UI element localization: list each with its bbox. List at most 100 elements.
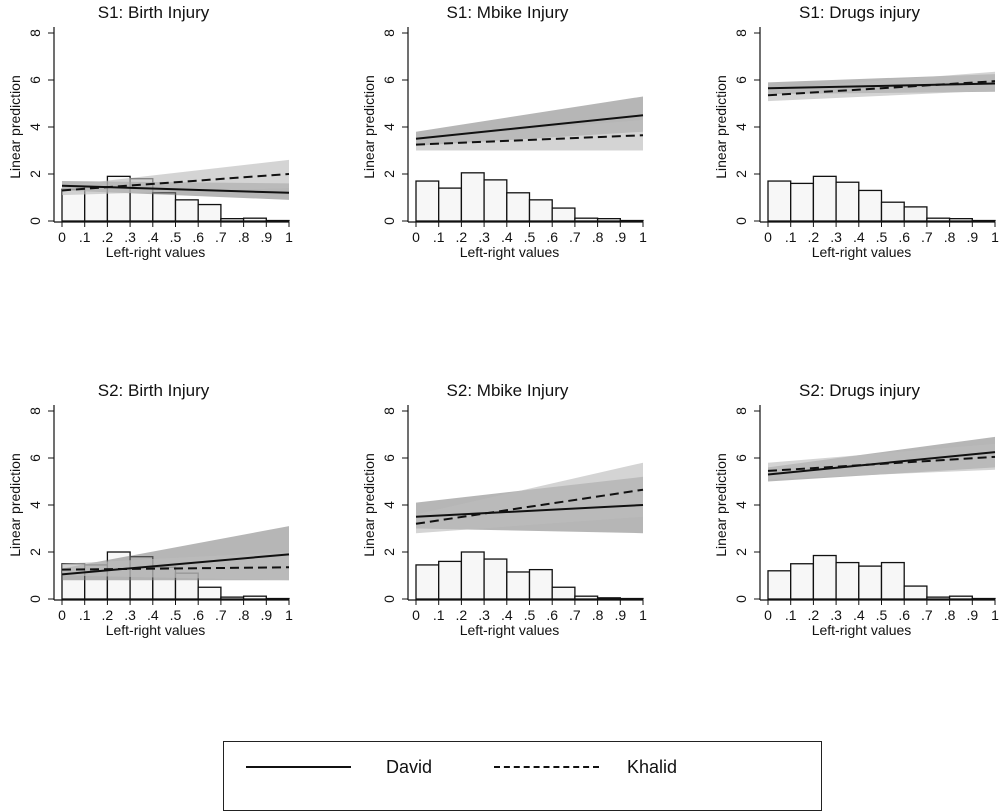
y-tick-label: 2 [733, 170, 749, 178]
x-tick-label: .5 [524, 229, 536, 245]
x-tick-label: 1 [639, 607, 647, 623]
y-tick-label: 8 [381, 29, 397, 37]
y-tick-label: 4 [733, 501, 749, 509]
x-tick-label: .2 [102, 229, 114, 245]
y-tick-label: 0 [381, 595, 397, 603]
y-tick-label: 4 [27, 501, 43, 509]
histogram-bar [244, 596, 267, 599]
y-axis-title: Linear prediction [713, 453, 729, 557]
histogram-bar [484, 180, 507, 221]
histogram-bar [813, 556, 836, 599]
chart-title: S2: Birth Injury [98, 381, 210, 400]
x-tick-label: .6 [192, 229, 204, 245]
x-tick-label: 1 [991, 229, 999, 245]
x-axis-title: Left-right values [460, 622, 560, 638]
x-tick-label: .8 [592, 229, 604, 245]
x-tick-label: .5 [876, 607, 888, 623]
confidence-band-khalid [768, 444, 995, 479]
x-tick-label: .8 [944, 607, 956, 623]
x-tick-label: .1 [785, 229, 797, 245]
x-tick-label: .4 [853, 607, 865, 623]
x-tick-label: .1 [79, 229, 91, 245]
y-tick-label: 8 [27, 29, 43, 37]
x-tick-label: .2 [456, 607, 468, 623]
x-tick-label: .7 [215, 607, 227, 623]
y-tick-label: 8 [27, 407, 43, 415]
x-tick-label: .9 [260, 607, 272, 623]
histogram-bar [859, 190, 882, 221]
chart-title: S2: Drugs injury [799, 381, 920, 400]
histogram-bar [439, 561, 462, 599]
x-axis-title: Left-right values [106, 244, 206, 260]
x-tick-label: .8 [238, 607, 250, 623]
y-axis-title: Linear prediction [361, 453, 377, 557]
x-tick-label: 0 [412, 229, 420, 245]
x-tick-label: .4 [147, 607, 159, 623]
x-tick-label: .8 [944, 229, 956, 245]
y-tick-label: 8 [733, 407, 749, 415]
histogram-bar [950, 596, 973, 599]
x-tick-label: .7 [569, 229, 581, 245]
histogram-bar [575, 218, 598, 221]
x-tick-label: .9 [966, 607, 978, 623]
x-axis-title: Left-right values [812, 622, 912, 638]
legend-entry-khalid: Khalid [494, 752, 694, 782]
histogram-bar [198, 587, 221, 599]
histogram-bar [221, 597, 244, 599]
x-tick-label: .9 [260, 229, 272, 245]
histogram-bar [461, 173, 484, 221]
histogram-bar [904, 207, 927, 221]
x-tick-label: .4 [853, 229, 865, 245]
x-tick-label: .2 [102, 607, 114, 623]
x-tick-label: 0 [412, 607, 420, 623]
x-tick-label: .5 [170, 229, 182, 245]
x-tick-label: .9 [966, 229, 978, 245]
y-tick-label: 2 [27, 548, 43, 556]
legend-label-khalid: Khalid [627, 752, 677, 782]
x-tick-label: .5 [170, 607, 182, 623]
histogram-bar [882, 563, 905, 599]
x-tick-label: .6 [898, 229, 910, 245]
x-tick-label: .3 [478, 229, 490, 245]
x-tick-label: .1 [79, 607, 91, 623]
histogram-bar [552, 587, 575, 599]
histogram-bar [484, 559, 507, 599]
histogram-bar [244, 218, 267, 221]
x-tick-label: 0 [58, 229, 66, 245]
histogram-bar [927, 218, 950, 221]
x-tick-label: .1 [433, 229, 445, 245]
x-tick-label: .2 [808, 607, 820, 623]
x-tick-label: .1 [433, 607, 445, 623]
x-tick-label: .4 [501, 607, 513, 623]
y-axis-title: Linear prediction [713, 75, 729, 179]
x-tick-label: .7 [569, 607, 581, 623]
y-tick-label: 6 [733, 454, 749, 462]
histogram-bar [461, 552, 484, 599]
y-tick-label: 2 [381, 548, 397, 556]
x-tick-label: .6 [546, 229, 558, 245]
y-tick-label: 8 [381, 407, 397, 415]
histogram-bar [813, 176, 836, 221]
x-tick-label: .8 [238, 229, 250, 245]
y-tick-label: 0 [381, 217, 397, 225]
y-tick-label: 6 [381, 76, 397, 84]
x-tick-label: .3 [830, 229, 842, 245]
y-tick-label: 0 [27, 217, 43, 225]
x-tick-label: .7 [215, 229, 227, 245]
y-tick-label: 4 [381, 501, 397, 509]
histogram-bar [768, 571, 791, 599]
x-tick-label: .5 [524, 607, 536, 623]
histogram-bar [575, 596, 598, 599]
histogram-bar [791, 564, 814, 599]
x-axis-title: Left-right values [460, 244, 560, 260]
y-axis-title: Linear prediction [7, 453, 23, 557]
histogram-bar [904, 586, 927, 599]
y-tick-label: 2 [381, 170, 397, 178]
x-tick-label: .9 [614, 607, 626, 623]
histogram-bar [836, 563, 859, 599]
